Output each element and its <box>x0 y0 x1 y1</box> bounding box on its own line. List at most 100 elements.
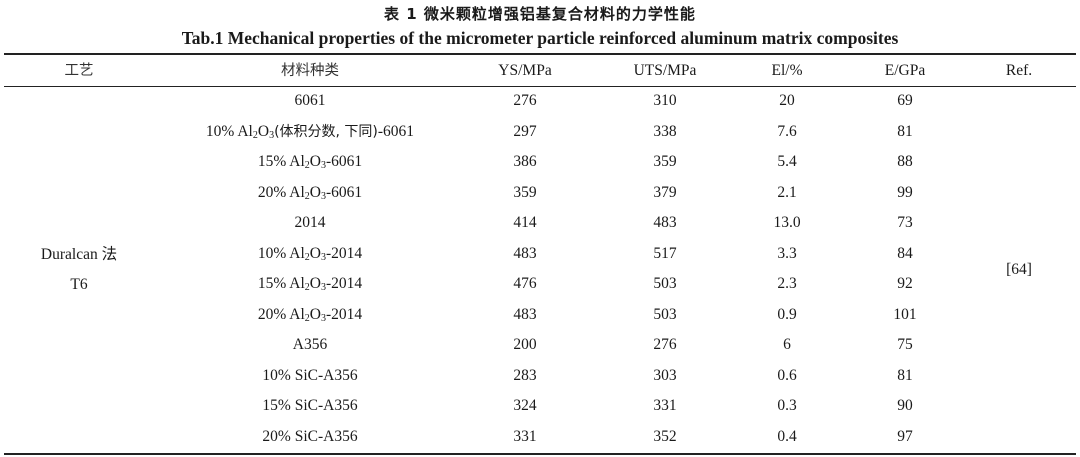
e-cell: 84 <box>897 244 913 262</box>
el-cell: 3.3 <box>777 244 797 262</box>
reference-cell: [64] <box>1006 261 1032 278</box>
el-cell: 6 <box>783 336 791 353</box>
material-suffix: -2014 <box>325 275 363 292</box>
craft-cell: Duralcan 法 T6 <box>4 240 154 300</box>
material-subscript: 2 <box>304 312 310 324</box>
e-cell: 75 <box>897 336 913 353</box>
el-cell: 20 <box>779 92 795 109</box>
material-cell: 10% Al2O3(体积分数, 下同)-6061 <box>160 117 460 148</box>
header-craft: 工艺 <box>64 63 94 79</box>
ys-cell: 483 <box>513 244 537 262</box>
ys-cell: 283 <box>513 366 537 384</box>
table-row: 6061 276 310 20 69 <box>0 86 1080 117</box>
material-cell: 20% Al2O3-2014 <box>160 300 460 331</box>
uts-cell: 359 <box>653 153 677 170</box>
uts-cell: 352 <box>653 427 677 445</box>
uts-cell: 310 <box>653 92 677 109</box>
material-suffix: -6061 <box>377 122 415 140</box>
header-material: 材料种类 <box>281 63 339 79</box>
table-row: 10% SiC-A356 283 303 0.6 81 <box>0 361 1080 392</box>
material-suffix: -6061 <box>325 153 363 170</box>
material-prefix: 10% Al <box>205 122 253 140</box>
e-cell: 69 <box>897 92 913 109</box>
craft-method: Duralcan 法 <box>40 246 118 263</box>
table-row: A356 200 276 6 75 <box>0 330 1080 361</box>
material-subscript: 3 <box>320 312 326 324</box>
el-cell: 7.6 <box>777 122 797 140</box>
material-subscript: 3 <box>320 282 326 293</box>
el-cell: 0.9 <box>777 305 797 323</box>
uts-cell: 503 <box>653 305 677 323</box>
material-prefix: 20% Al <box>257 183 305 201</box>
material-cell: A356 <box>292 336 328 353</box>
e-cell: 97 <box>897 427 913 445</box>
material-subscript: 2 <box>252 129 258 141</box>
el-cell: 2.1 <box>777 183 797 201</box>
material-cell: 15% Al2O3-6061 <box>160 147 460 178</box>
ys-cell: 331 <box>513 427 537 445</box>
material-mid: O <box>309 183 321 201</box>
material-prefix: 15% Al <box>257 275 305 292</box>
material-mid: O <box>309 244 321 262</box>
material-subscript: 3 <box>320 160 326 171</box>
ys-cell: 297 <box>513 122 537 140</box>
table-row: 15% SiC-A356 324 331 0.3 90 <box>0 391 1080 422</box>
table-header-rule <box>4 86 1076 87</box>
e-cell: 88 <box>897 153 913 170</box>
material-mid: O <box>257 122 270 140</box>
table-bottom-rule <box>4 453 1076 455</box>
material-subscript: 2 <box>304 251 310 263</box>
table-row: 15% Al2O3-2014 476 503 2.3 92 <box>0 269 1080 300</box>
ys-cell: 276 <box>513 92 537 109</box>
table-row: 20% Al2O3-2014 483 503 0.9 101 <box>0 300 1080 331</box>
header-e: E/GPa <box>884 62 926 79</box>
table-title-english: Tab.1 Mechanical properties of the micro… <box>181 28 899 48</box>
material-cell: 15% SiC-A356 <box>262 397 358 414</box>
ys-cell: 359 <box>513 183 537 201</box>
material-subscript: 2 <box>304 160 310 171</box>
uts-cell: 331 <box>653 397 677 414</box>
uts-cell: 276 <box>653 336 677 353</box>
material-mid: O <box>309 275 321 292</box>
material-prefix: 10% Al <box>257 244 305 262</box>
el-cell: 0.6 <box>777 366 797 384</box>
header-ys: YS/MPa <box>498 62 552 79</box>
e-cell: 73 <box>897 214 913 231</box>
material-subscript: 2 <box>304 282 310 293</box>
material-suffix: -2014 <box>325 305 363 323</box>
header-ref: Ref. <box>1005 62 1033 79</box>
material-mid: O <box>309 305 321 323</box>
e-cell: 101 <box>893 305 917 323</box>
table-row: 2014 414 483 13.0 73 <box>0 208 1080 239</box>
el-cell: 5.4 <box>777 153 797 170</box>
material-subscript: 3 <box>320 251 326 263</box>
material-prefix: 20% Al <box>257 305 305 323</box>
material-cell: 15% Al2O3-2014 <box>160 269 460 300</box>
ys-cell: 386 <box>513 153 537 170</box>
uts-cell: 338 <box>653 122 677 140</box>
uts-cell: 483 <box>653 214 677 231</box>
material-cell: 10% SiC-A356 <box>262 366 358 384</box>
ys-cell: 200 <box>513 336 537 353</box>
table-row: 10% Al2O3(体积分数, 下同)-6061 297 338 7.6 81 <box>0 117 1080 148</box>
material-note: (体积分数, 下同) <box>274 123 378 140</box>
uts-cell: 503 <box>653 275 677 292</box>
material-prefix: 15% Al <box>257 153 305 170</box>
el-cell: 2.3 <box>777 275 797 292</box>
e-cell: 81 <box>897 122 913 140</box>
e-cell: 92 <box>897 275 913 292</box>
material-cell: 10% Al2O3-2014 <box>160 239 460 270</box>
el-cell: 0.3 <box>777 397 797 414</box>
table-row: 20% SiC-A356 331 352 0.4 97 <box>0 422 1080 453</box>
material-subscript: 2 <box>304 190 310 202</box>
material-cell: 6061 <box>294 92 326 109</box>
ys-cell: 414 <box>513 214 537 231</box>
header-el: El/% <box>771 62 803 79</box>
material-suffix: -6061 <box>325 183 363 201</box>
header-uts: UTS/MPa <box>633 62 697 79</box>
craft-temper: T6 <box>70 276 88 293</box>
el-cell: 13.0 <box>773 214 801 231</box>
material-cell: 2014 <box>294 214 326 231</box>
uts-cell: 303 <box>653 366 677 384</box>
ys-cell: 324 <box>513 397 537 414</box>
